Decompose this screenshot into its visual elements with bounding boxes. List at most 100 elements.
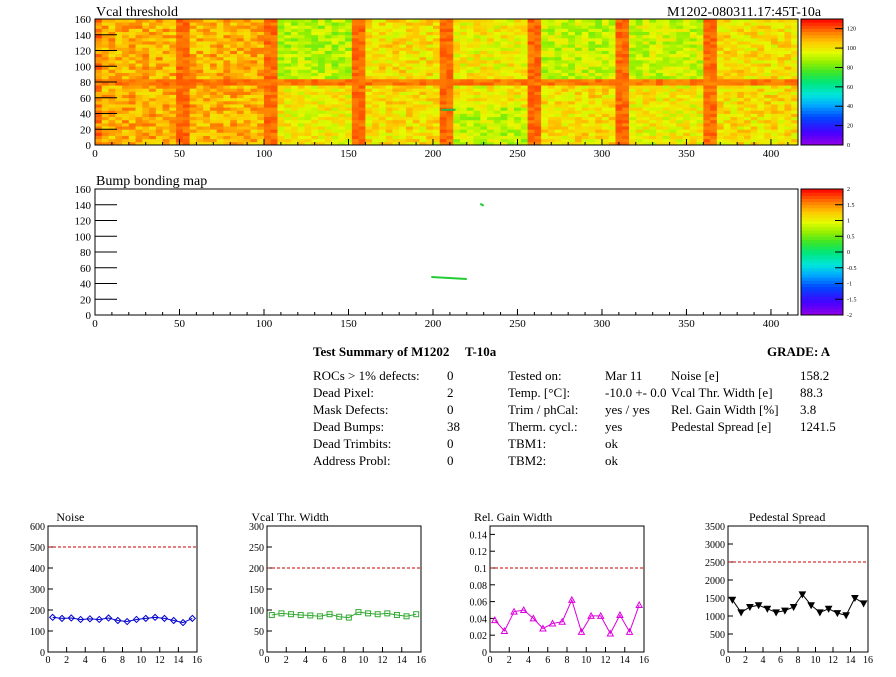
vcal-cell xyxy=(365,50,373,55)
y-tick-label-1-140: 140 xyxy=(75,30,92,42)
vcal-cell xyxy=(128,37,136,42)
vcal-cell xyxy=(101,47,109,51)
vcal-cell xyxy=(412,53,420,58)
vcal-cell xyxy=(730,34,738,39)
vcal-cell xyxy=(635,141,643,146)
vcal-cell xyxy=(176,69,184,73)
vcal-cell xyxy=(142,100,150,105)
vcal-cell xyxy=(757,44,765,48)
vcal-cell xyxy=(419,129,427,133)
x-tick-label-2-100: 100 xyxy=(256,318,273,330)
vcal-cell xyxy=(527,44,535,48)
vcal-cell xyxy=(676,107,684,111)
vcal-cell xyxy=(757,141,765,146)
vcal-cell xyxy=(203,85,211,89)
vcal-cell xyxy=(710,100,718,105)
vcal-cell xyxy=(324,28,332,32)
vcal-cell xyxy=(770,138,779,143)
vcal-cell xyxy=(162,107,170,111)
vcal-cell xyxy=(493,63,501,67)
vcal-cell xyxy=(378,47,387,51)
vcal-cell xyxy=(561,141,569,146)
vcal-cell xyxy=(561,41,569,45)
vcal-cell xyxy=(324,85,332,89)
vcal-cell xyxy=(547,110,556,114)
vcal-cell xyxy=(716,119,725,124)
vcal-cell xyxy=(757,91,765,95)
vcal-cell xyxy=(757,97,765,102)
vcal-cell xyxy=(534,129,542,133)
vcal-cell xyxy=(412,82,420,86)
vcal-cell xyxy=(236,107,245,111)
vcal-cell xyxy=(649,28,657,32)
vcal-cell xyxy=(737,59,745,64)
vcal-cell xyxy=(487,63,495,67)
vcal-cell xyxy=(764,75,772,80)
vcal-cell xyxy=(554,63,562,67)
vcal-cell xyxy=(318,141,326,146)
vcal-cell xyxy=(209,119,218,124)
vcal-cell xyxy=(203,126,211,130)
vcal-cell xyxy=(270,122,278,127)
vcal-cell xyxy=(446,72,454,77)
vcal-cell xyxy=(439,56,447,61)
vcal-cell xyxy=(615,122,623,127)
vcal-cell xyxy=(784,66,792,70)
vcal-cell xyxy=(689,31,698,36)
vcal-cell xyxy=(669,132,677,136)
vcal-cell xyxy=(507,116,515,121)
vcal-cell xyxy=(318,91,326,95)
vcal-cell xyxy=(703,94,711,99)
vcal-cell xyxy=(595,141,603,146)
vcal-cell xyxy=(236,135,245,140)
vcal-cell xyxy=(101,44,109,48)
vcal-cell xyxy=(426,31,434,36)
vcal-cell xyxy=(372,19,380,23)
vcal-cell xyxy=(784,119,792,124)
vcal-cell xyxy=(338,50,346,55)
vcal-cell xyxy=(270,69,278,73)
small-xtick-label-0: 6 xyxy=(101,655,106,666)
data-point-0-15 xyxy=(188,614,197,623)
vcal-cell xyxy=(236,85,245,89)
vcal-cell xyxy=(115,113,123,118)
vcal-cell xyxy=(581,107,589,111)
vcal-cell xyxy=(439,104,447,108)
vcal-cell xyxy=(480,69,488,73)
vcal-cell xyxy=(561,78,569,83)
vcal-cell xyxy=(750,82,758,86)
vcal-cell xyxy=(182,94,191,99)
vcal-cell xyxy=(561,28,569,32)
vcal-cell xyxy=(115,107,123,111)
vcal-cell xyxy=(108,72,116,77)
vcal-cell xyxy=(541,122,549,127)
vcal-cell xyxy=(656,94,664,99)
vcal-cell xyxy=(676,91,684,95)
vcal-cell xyxy=(230,31,238,36)
vcal-cell xyxy=(730,72,738,77)
vcal-cell xyxy=(324,126,332,130)
vcal-cell xyxy=(149,107,157,111)
vcal-cell xyxy=(547,34,556,39)
data-point-0-6 xyxy=(104,614,113,622)
vcal-cell xyxy=(243,138,251,143)
vcal-cell xyxy=(182,44,191,48)
vcal-cell xyxy=(608,91,616,95)
vcal-cell xyxy=(487,72,495,77)
vcal-cell xyxy=(385,25,393,29)
vcal-cell xyxy=(683,132,691,136)
vcal-cell xyxy=(108,75,116,80)
vcal-cell xyxy=(392,97,400,102)
vcal-cell xyxy=(243,41,251,45)
vcal-cell xyxy=(568,44,576,48)
small-chart-title-1: Vcal Thr. Width xyxy=(251,510,328,524)
vcal-cell xyxy=(791,47,799,51)
vcal-cell xyxy=(162,78,170,83)
vcal-cell xyxy=(574,88,583,92)
vcal-cell xyxy=(615,56,623,61)
vcal-cell xyxy=(291,37,299,42)
small-ytick-label-0: 600 xyxy=(30,522,45,533)
vcal-cell xyxy=(270,100,278,105)
vcal-cell xyxy=(432,132,441,136)
vcal-cell xyxy=(155,94,163,99)
